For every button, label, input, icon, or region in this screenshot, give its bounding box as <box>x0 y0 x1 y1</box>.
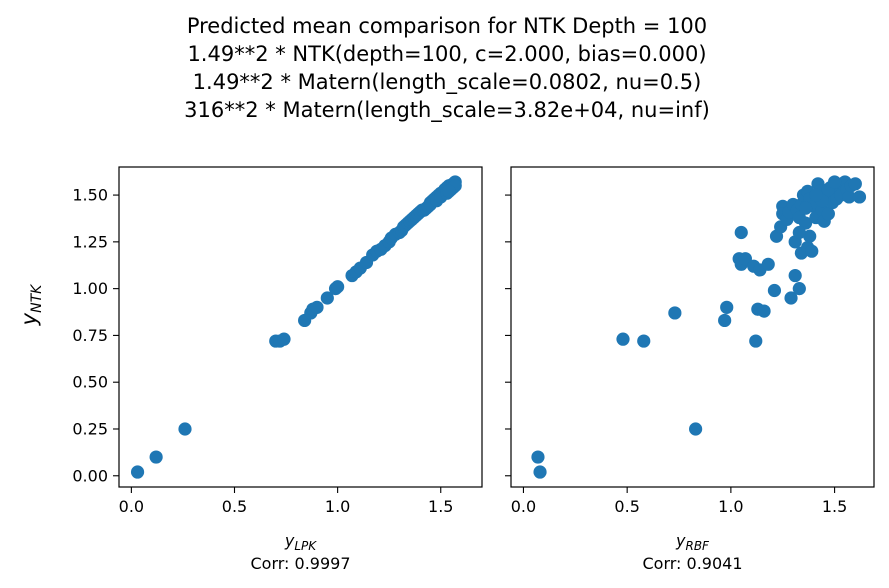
data-point <box>809 188 823 202</box>
title-line-2: 1.49**2 * Matern(length_scale=0.0802, nu… <box>193 70 702 95</box>
correlation-label: Corr: 0.9997 <box>250 554 350 573</box>
data-point <box>852 190 867 204</box>
x-tick-label: 1.0 <box>325 497 350 516</box>
data-point <box>798 201 813 215</box>
y-axis-label-sub: NTK <box>29 283 45 313</box>
data-point <box>767 283 782 298</box>
x-tick-label: 0.0 <box>511 497 536 516</box>
data-point <box>798 216 813 230</box>
y-tick-label: 0.75 <box>72 326 108 345</box>
data-point <box>757 304 771 318</box>
data-point <box>848 177 862 191</box>
y-axis-label-main: y <box>17 312 41 326</box>
axes-frame <box>118 166 483 488</box>
data-point <box>792 225 806 240</box>
data-point <box>668 306 682 320</box>
data-point <box>149 450 163 464</box>
data-point <box>734 225 748 240</box>
data-point <box>320 291 334 305</box>
x-axis-label-sub: RBF <box>685 539 710 553</box>
data-point <box>689 422 703 436</box>
data-point <box>784 291 798 305</box>
x-tick-label: 1.5 <box>428 497 453 516</box>
data-point <box>531 450 545 464</box>
x-tick-label: 0.5 <box>222 497 247 516</box>
data-point <box>533 465 547 479</box>
y-tick-label: 0.00 <box>72 466 108 485</box>
data-point <box>821 207 835 221</box>
data-point <box>803 229 817 243</box>
x-axis-label-main: y <box>284 531 295 550</box>
y-tick-label: 0.50 <box>72 373 108 392</box>
title-line-3: 316**2 * Matern(length_scale=3.82e+04, n… <box>184 98 710 123</box>
data-point <box>842 190 856 204</box>
x-axis-label: yLPK <box>284 531 317 553</box>
data-point <box>331 280 345 294</box>
data-point <box>788 268 802 283</box>
data-point <box>761 257 775 271</box>
data-point <box>277 332 291 346</box>
x-axis-label-sub: LPK <box>294 539 317 553</box>
y-axis-label: yNTK <box>17 283 45 326</box>
title-line-0: Predicted mean comparison for NTK Depth … <box>187 14 707 38</box>
x-axis-label-main: y <box>675 531 686 550</box>
x-tick-label: 1.5 <box>822 497 847 516</box>
data-point <box>442 184 456 198</box>
x-tick-label: 0.0 <box>119 497 144 516</box>
data-point <box>792 282 806 296</box>
scatter-points <box>130 175 462 479</box>
y-tick-label: 1.00 <box>72 279 108 298</box>
data-point <box>827 175 842 189</box>
correlation-label: Corr: 0.9041 <box>642 554 742 573</box>
figure-title: Predicted mean comparison for NTK Depth … <box>184 14 710 123</box>
scatter-panel-lpk: 0.0 0.5 1.0 1.5 0.00 0.25 0.50 0.75 1.00 1.25 1.50… <box>72 166 483 573</box>
title-line-1: 1.49**2 * NTK(depth=100, c=2.000, bias=0… <box>187 42 706 66</box>
data-point <box>637 334 651 348</box>
scatter-points <box>531 175 867 479</box>
data-point <box>749 334 763 348</box>
data-point <box>720 300 734 314</box>
data-point <box>310 300 324 314</box>
y-tick-label: 0.25 <box>72 419 108 438</box>
axes-frame <box>510 166 875 488</box>
y-tick-label: 1.50 <box>72 186 108 205</box>
data-point <box>130 465 145 479</box>
data-point <box>178 422 192 436</box>
data-point <box>718 313 732 328</box>
data-point <box>616 332 630 346</box>
x-tick-label: 0.5 <box>614 497 639 516</box>
data-point <box>805 244 819 258</box>
x-tick-label: 1.0 <box>718 497 743 516</box>
y-tick-label: 1.25 <box>72 232 108 251</box>
x-axis-label: yRBF <box>675 531 710 553</box>
